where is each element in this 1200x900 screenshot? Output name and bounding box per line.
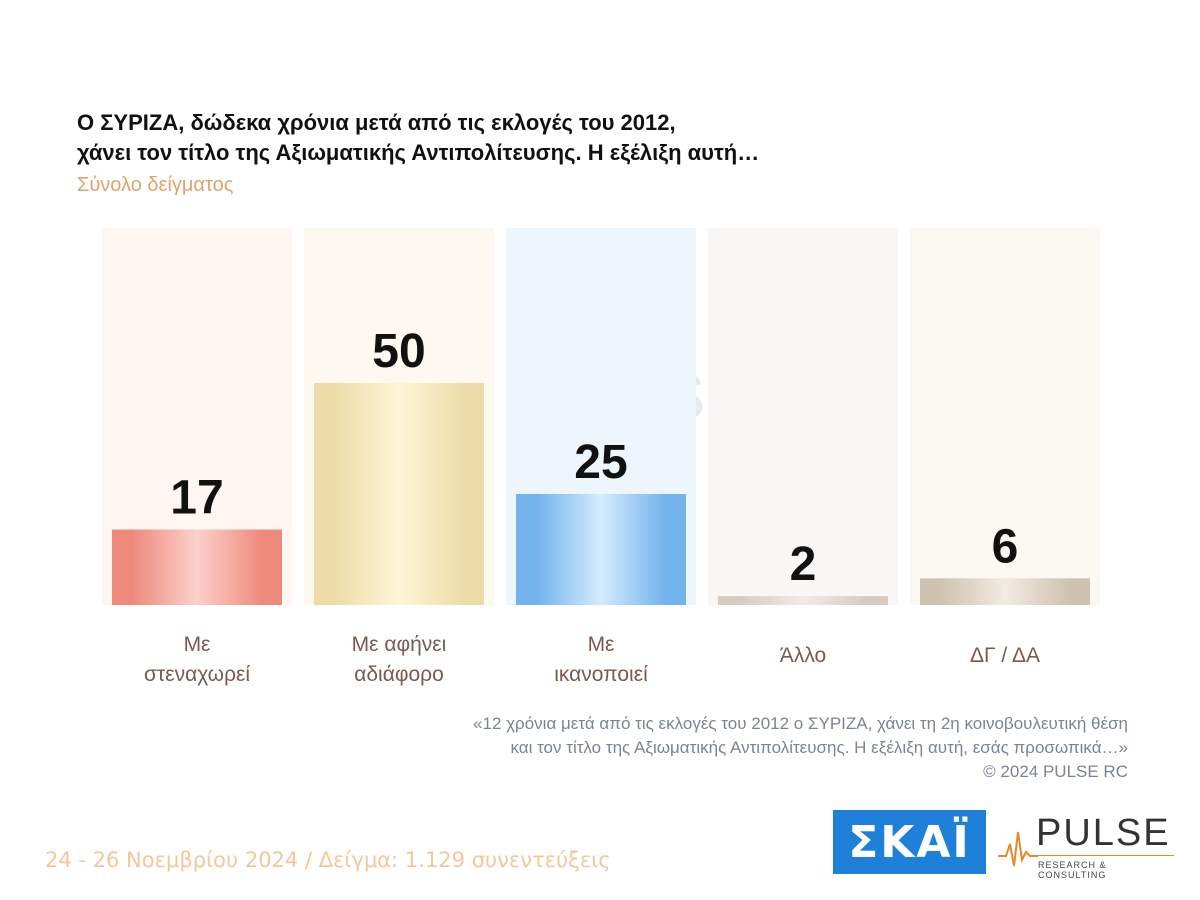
category-label: αδιάφορο (354, 663, 444, 686)
bar-value-label: 50 (372, 325, 425, 378)
copyright-line: © 2024 PULSE RC (983, 762, 1128, 781)
chart-title-line-1: Ο ΣΥΡΙΖΑ, δώδεκα χρόνια μετά από τις εκλ… (77, 110, 676, 135)
pulse-logo-subtitle: RESEARCH & CONSULTING (1038, 860, 1107, 880)
bar (718, 596, 888, 605)
bar-value-label: 6 (992, 520, 1019, 573)
category-label: Με (588, 633, 615, 656)
category-label: ικανοποιεί (554, 663, 648, 686)
bar-chart: 17 Με στεναχωρεί 50 Με αφήνει αδιάφορο 25 Με ικα… (102, 228, 1100, 686)
bar (314, 383, 484, 605)
bar-background (910, 228, 1100, 605)
question-note-line-1: «12 χρόνια μετά από τις εκλογές του 2012… (473, 714, 1128, 733)
skai-logo: ΣΚΑΪ (833, 810, 986, 874)
question-note-line-2: και τον τίτλο της Αξιωματικής Αντιπολίτε… (510, 738, 1128, 757)
pulse-logo: PULSE RESEARCH & CONSULTING (998, 812, 1178, 880)
pulse-logo-rule (1036, 855, 1174, 856)
survey-footer: 24 - 26 Νοεμβρίου 2024 / Δείγμα: 1.129 σ… (45, 848, 611, 872)
category-label: ΔΓ / ΔΑ (970, 644, 1040, 667)
category-label: Άλλο (780, 644, 826, 667)
pulse-logo-word: PULSE (1036, 812, 1171, 854)
bar-value-label: 2 (790, 538, 817, 591)
bar-background (708, 228, 898, 605)
category-label: στεναχωρεί (144, 663, 250, 686)
chart-subtitle: Σύνολο δείγματος (77, 174, 234, 196)
chart-title: Ο ΣΥΡΙΖΑ, δώδεκα χρόνια μετά από τις εκλ… (77, 108, 759, 168)
bar-value-label: 17 (170, 472, 223, 525)
category-label: Με αφήνει (352, 633, 447, 656)
skai-logo-text: ΣΚΑΪ (848, 816, 971, 868)
bar (920, 578, 1090, 605)
bar-value-label: 25 (574, 436, 627, 489)
pulse-wave-icon (998, 831, 1038, 867)
question-note: «12 χρόνια μετά από τις εκλογές του 2012… (473, 712, 1128, 784)
bar (516, 494, 686, 605)
chart-title-line-2: χάνει τον τίτλο της Αξιωματικής Αντιπολί… (77, 140, 760, 165)
bar (112, 529, 282, 605)
category-label: Με (184, 633, 211, 656)
